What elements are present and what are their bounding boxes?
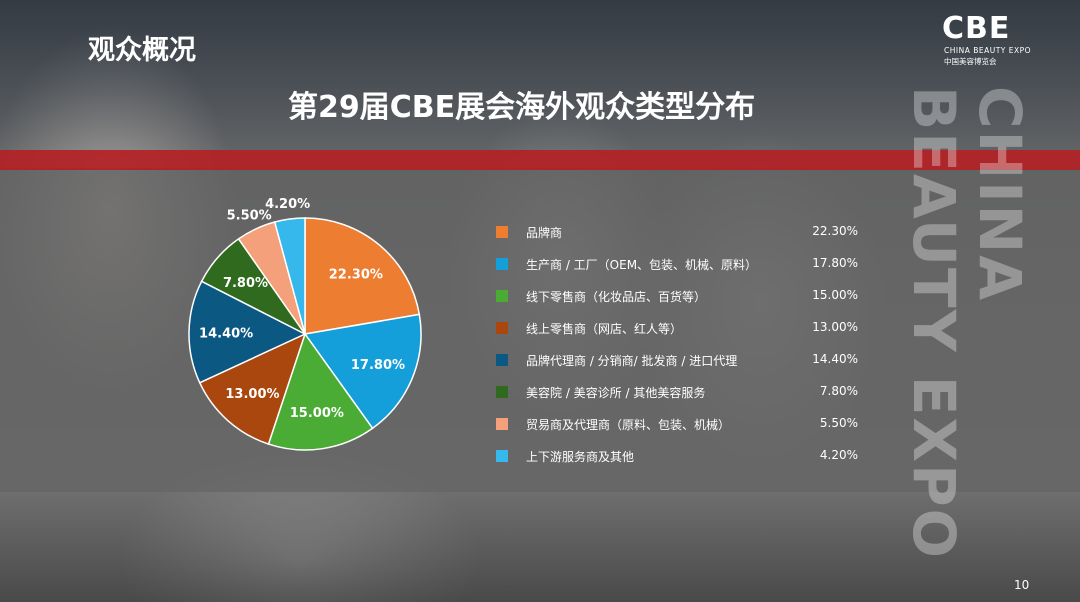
legend-item-3: 线上零售商（网店、红人等） 13.00% xyxy=(496,318,858,338)
page-number: 10 xyxy=(1014,578,1030,592)
background-top-shade xyxy=(0,0,1080,150)
pie-data-label-0: 22.30% xyxy=(329,268,383,283)
legend-value: 17.80% xyxy=(812,256,858,270)
legend-value: 22.30% xyxy=(812,224,858,238)
legend-item-7: 上下游服务商及其他 4.20% xyxy=(496,446,858,466)
pie-data-label-7: 4.20% xyxy=(265,197,310,212)
legend-item-1: 生产商 / 工厂（OEM、包装、机械、原料） 17.80% xyxy=(496,254,858,274)
logo-english: CHINA BEAUTY EXPO xyxy=(944,46,1032,55)
decor-vertical-beauty-expo: BEAUTY EXPO xyxy=(900,86,968,560)
legend-label: 品牌代理商 / 分销商/ 批发商 / 进口代理 xyxy=(526,354,738,368)
logo-mark: CBE xyxy=(942,11,1011,46)
legend-label: 线下零售商（化妆品店、百货等） xyxy=(526,290,707,304)
legend-item-4: 品牌代理商 / 分销商/ 批发商 / 进口代理 14.40% xyxy=(496,350,858,370)
red-band xyxy=(0,150,1080,170)
pie-slice-1 xyxy=(303,313,422,430)
legend-item-2: 线下零售商（化妆品店、百货等） 15.00% xyxy=(496,286,858,306)
legend-swatch xyxy=(496,354,508,366)
pie-slice-2 xyxy=(267,332,374,451)
cbe-logo: CBE CHINA BEAUTY EXPO 中国美容博览会 xyxy=(942,14,1062,68)
legend-label: 品牌商 xyxy=(526,226,563,240)
legend-label: 生产商 / 工厂（OEM、包装、机械、原料） xyxy=(526,258,758,272)
legend-item-0: 品牌商 22.30% xyxy=(496,222,858,242)
legend-value: 4.20% xyxy=(819,448,858,462)
legend-label: 贸易商及代理商（原料、包装、机械） xyxy=(526,418,731,432)
legend-label: 美容院 / 美容诊所 / 其他美容服务 xyxy=(526,386,706,400)
pie-slice-3 xyxy=(198,332,307,446)
pie-slice-0 xyxy=(304,217,421,335)
legend-swatch xyxy=(496,226,508,238)
legend-swatch xyxy=(496,322,508,334)
section-title: 观众概况 xyxy=(88,35,196,66)
decor-vertical-china: CHINA xyxy=(966,86,1034,303)
pie-data-label-2: 15.00% xyxy=(290,406,344,421)
pie-data-label-3: 13.00% xyxy=(225,387,279,402)
legend-swatch xyxy=(496,258,508,270)
legend-swatch xyxy=(496,386,508,398)
legend-item-6: 贸易商及代理商（原料、包装、机械） 5.50% xyxy=(496,414,858,434)
pie-data-label-4: 14.40% xyxy=(199,327,253,342)
legend-value: 5.50% xyxy=(819,416,858,430)
legend-value: 15.00% xyxy=(812,288,858,302)
legend-value: 13.00% xyxy=(812,320,858,334)
pie-slice-7 xyxy=(273,217,306,335)
legend-value: 7.80% xyxy=(819,384,858,398)
chart-title: 第29届CBE展会海外观众类型分布 xyxy=(288,90,756,125)
logo-chinese: 中国美容博览会 xyxy=(944,57,997,66)
content-panel xyxy=(0,168,1080,492)
legend-swatch xyxy=(496,418,508,430)
pie-data-label-5: 7.80% xyxy=(223,276,268,291)
legend-value: 14.40% xyxy=(812,352,858,366)
legend-label: 上下游服务商及其他 xyxy=(526,450,635,464)
legend-swatch xyxy=(496,450,508,462)
legend-item-5: 美容院 / 美容诊所 / 其他美容服务 7.80% xyxy=(496,382,858,402)
pie-data-label-1: 17.80% xyxy=(351,358,405,373)
background-bottom-shade xyxy=(0,492,1080,602)
pie-data-label-6: 5.50% xyxy=(227,208,272,223)
pie-slice-4 xyxy=(188,280,307,384)
legend-swatch xyxy=(496,290,508,302)
legend-label: 线上零售商（网店、红人等） xyxy=(526,322,683,336)
